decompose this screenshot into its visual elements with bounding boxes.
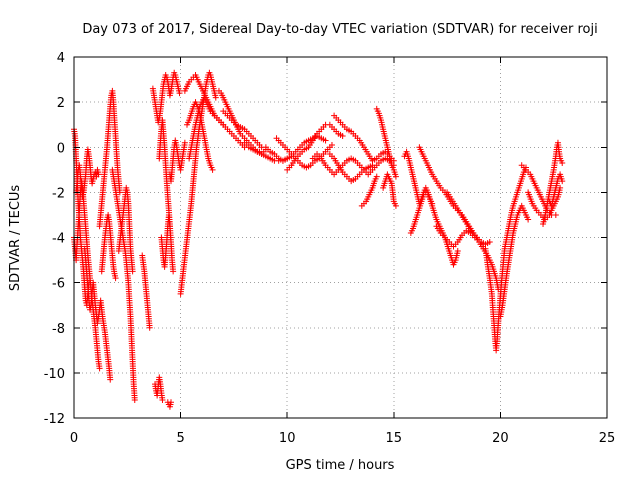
data-point [525,216,532,223]
data-point [552,211,559,218]
x-tick-label: 5 [176,431,184,446]
data-point [328,141,335,148]
data-point [209,166,216,173]
x-axis-ticks: 0 5 10 15 20 25 [70,57,615,446]
data-point [159,396,166,403]
y-tick-label: -8 [52,322,65,337]
y-tick-label: -10 [44,367,65,382]
data-point [168,399,175,406]
series-pass-y [309,151,397,178]
data-point [212,94,219,101]
series-pass-i [139,252,153,331]
data-point [486,239,493,246]
data-point [373,173,380,180]
data-point [107,376,114,383]
x-tick-label: 10 [279,431,296,446]
y-tick-label: -6 [52,277,65,292]
x-tick-label: 25 [599,431,616,446]
x-tick-label: 20 [492,431,509,446]
series-pass-ai [433,223,478,250]
series-pass-c [73,146,102,200]
series-pass-o [166,137,188,185]
y-axis-label: SDTVAR / TECUs [8,185,23,292]
data-point [392,202,399,209]
series-pass-r [186,94,248,162]
series-pass-ac [373,105,399,180]
y-tick-label: -12 [44,412,65,427]
series-pass-s [183,99,216,173]
data-point [96,365,103,372]
series-pass-ah [444,189,493,248]
data-point [181,139,188,146]
series-pass-v [241,139,291,164]
x-axis-label: GPS time / hours [286,458,395,473]
series-pass-an [540,139,566,227]
data-point [392,173,399,180]
series-pass-n [164,399,175,410]
points-layer [71,69,566,410]
series-pass-ao [546,171,566,209]
series-pass-e [96,87,123,230]
series-pass-x [284,121,346,173]
data-point [166,223,173,230]
series-pass-f [98,211,119,282]
y-tick-label: -4 [52,232,65,247]
series-pass-d [81,245,114,383]
data-point [131,396,138,403]
series-pass-p [177,69,219,297]
y-axis-ticks: -12 -10 -8 -6 -4 -2 0 2 4 [44,51,607,427]
data-point [112,275,119,282]
x-tick-label: 0 [70,431,78,446]
data-point [454,248,461,255]
y-tick-label: 0 [57,141,65,156]
y-tick-label: -2 [52,186,65,201]
data-point [176,90,183,97]
chart-title: Day 073 of 2017, Sidereal Day-to-day VTE… [82,22,597,37]
series-pass-k [152,374,166,403]
x-tick-label: 15 [386,431,403,446]
series-pass-ad [380,171,399,209]
data-point [471,234,478,241]
data-point [170,268,177,275]
series-pass-j [149,69,183,126]
data-point [284,155,291,162]
data-point [339,132,346,139]
data-point [559,178,566,185]
series-pass-ab [358,173,380,209]
data-point [146,324,153,331]
series-pass-aa [326,151,376,185]
series-pass-h [115,184,136,275]
data-point [322,137,329,144]
data-point [129,268,136,275]
data-point [95,171,102,178]
series-pass-m [158,211,173,270]
series-pass-g [109,166,138,403]
series-pass-ak [497,202,532,320]
data-point [559,160,566,167]
y-tick-label: 2 [57,96,65,111]
data-point [369,162,376,169]
y-tick-label: 4 [57,51,65,66]
